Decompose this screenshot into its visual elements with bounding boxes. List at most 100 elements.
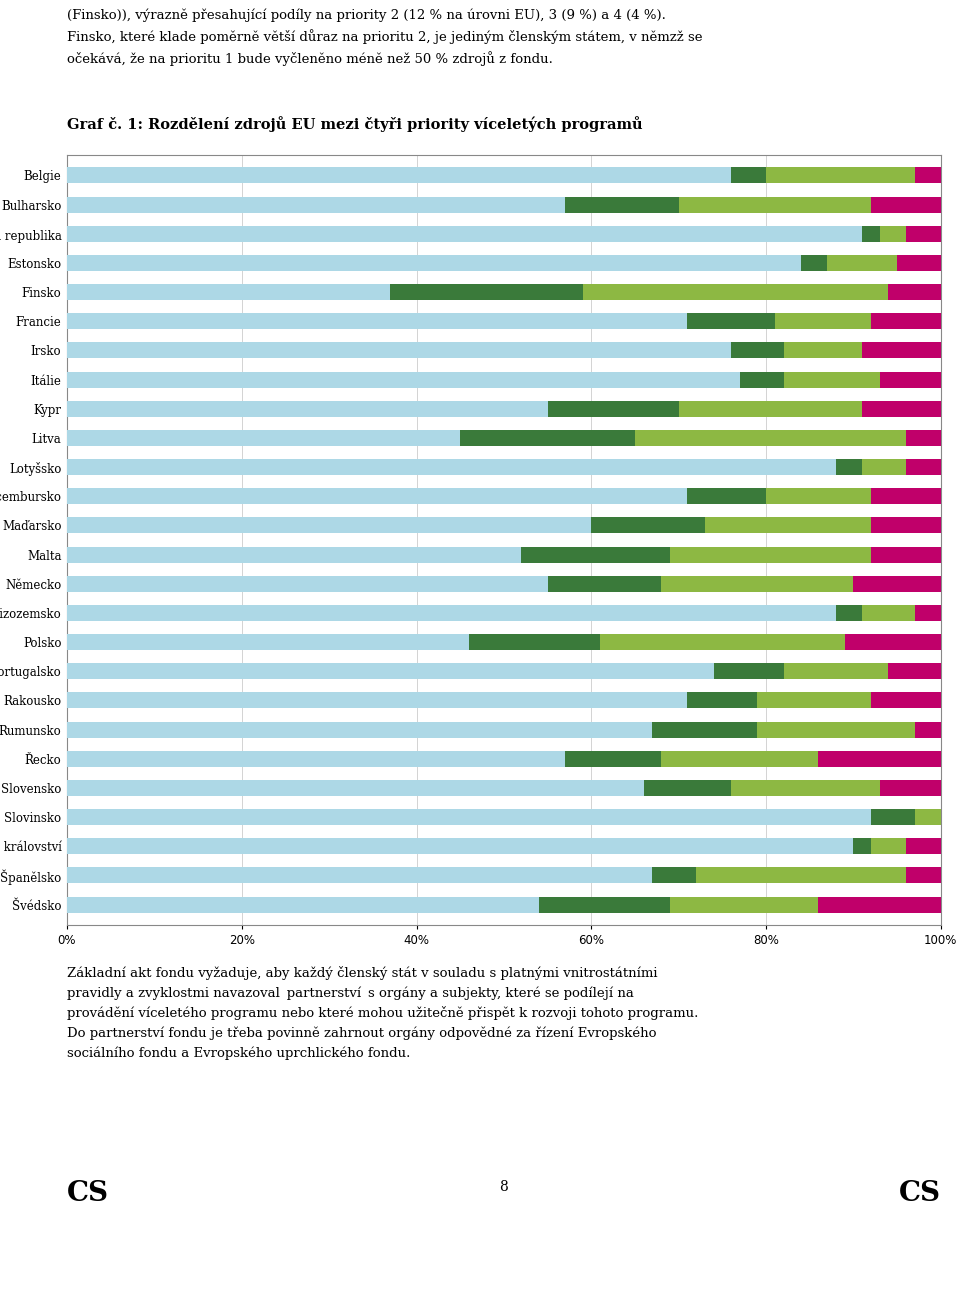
Bar: [679, 197, 871, 212]
Bar: [468, 635, 600, 650]
Bar: [879, 225, 906, 242]
Bar: [687, 692, 757, 709]
Text: CS: CS: [899, 1181, 941, 1208]
Bar: [871, 197, 941, 212]
Text: Graf č. 1: Rozdělení zdrojů EU mezi čtyři priority víceletých programů: Graf č. 1: Rozdělení zdrojů EU mezi čtyř…: [67, 116, 643, 133]
Bar: [67, 780, 644, 796]
Bar: [635, 430, 906, 446]
Bar: [713, 663, 783, 679]
Bar: [67, 401, 547, 417]
Bar: [888, 284, 941, 300]
Bar: [705, 517, 871, 533]
Bar: [732, 167, 766, 184]
Bar: [67, 576, 547, 592]
Bar: [67, 167, 732, 184]
Bar: [897, 255, 941, 271]
Bar: [836, 459, 862, 476]
Bar: [67, 605, 836, 622]
Bar: [67, 225, 862, 242]
Bar: [547, 576, 661, 592]
Bar: [653, 868, 696, 883]
Bar: [67, 197, 565, 212]
Bar: [67, 751, 565, 766]
Text: (Finsko)), výrazně přesahující podíly na priority 2 (12 % na úrovni EU), 3 (9 %): (Finsko)), výrazně přesahující podíly na…: [67, 9, 703, 66]
Bar: [653, 722, 757, 737]
Bar: [661, 576, 853, 592]
Bar: [67, 635, 468, 650]
Bar: [871, 517, 941, 533]
Bar: [783, 343, 862, 358]
Bar: [687, 313, 775, 330]
Bar: [644, 780, 732, 796]
Bar: [906, 430, 941, 446]
Bar: [871, 692, 941, 709]
Bar: [783, 663, 888, 679]
Bar: [871, 313, 941, 330]
Bar: [583, 284, 888, 300]
Bar: [915, 605, 941, 622]
Text: CS: CS: [67, 1181, 109, 1208]
Bar: [67, 255, 801, 271]
Bar: [67, 663, 713, 679]
Bar: [67, 868, 653, 883]
Bar: [819, 896, 941, 912]
Bar: [879, 371, 941, 387]
Bar: [67, 489, 687, 504]
Bar: [732, 343, 783, 358]
Bar: [915, 167, 941, 184]
Bar: [775, 313, 871, 330]
Bar: [539, 896, 670, 912]
Bar: [391, 284, 583, 300]
Bar: [862, 605, 915, 622]
Bar: [67, 430, 460, 446]
Bar: [565, 751, 661, 766]
Bar: [696, 868, 906, 883]
Bar: [67, 546, 521, 563]
Bar: [862, 225, 879, 242]
Bar: [661, 751, 819, 766]
Bar: [915, 722, 941, 737]
Bar: [565, 197, 679, 212]
Bar: [732, 780, 879, 796]
Bar: [906, 459, 941, 476]
Bar: [906, 838, 941, 855]
Bar: [845, 635, 941, 650]
Bar: [521, 546, 670, 563]
Bar: [67, 371, 740, 387]
Bar: [906, 868, 941, 883]
Bar: [460, 430, 635, 446]
Bar: [915, 809, 941, 825]
Bar: [740, 371, 783, 387]
Bar: [862, 343, 941, 358]
Bar: [547, 401, 679, 417]
Bar: [836, 605, 862, 622]
Bar: [670, 896, 819, 912]
Bar: [819, 751, 941, 766]
Bar: [757, 722, 915, 737]
Bar: [67, 284, 391, 300]
Bar: [888, 663, 941, 679]
Bar: [67, 692, 687, 709]
Bar: [67, 517, 591, 533]
Bar: [67, 896, 539, 912]
Bar: [670, 546, 871, 563]
Bar: [766, 489, 871, 504]
Bar: [871, 546, 941, 563]
Bar: [67, 313, 687, 330]
Bar: [67, 459, 836, 476]
Bar: [67, 343, 732, 358]
Bar: [871, 809, 915, 825]
Bar: [906, 225, 941, 242]
Bar: [862, 459, 906, 476]
Bar: [879, 780, 941, 796]
Bar: [67, 809, 871, 825]
Bar: [801, 255, 828, 271]
Bar: [828, 255, 897, 271]
Bar: [679, 401, 862, 417]
Text: Základní akt fondu vyžaduje, aby každý členský stát v souladu s platnými vnitros: Základní akt fondu vyžaduje, aby každý č…: [67, 966, 699, 1059]
Bar: [67, 722, 653, 737]
Bar: [871, 489, 941, 504]
Bar: [871, 838, 906, 855]
Bar: [67, 838, 853, 855]
Bar: [591, 517, 705, 533]
